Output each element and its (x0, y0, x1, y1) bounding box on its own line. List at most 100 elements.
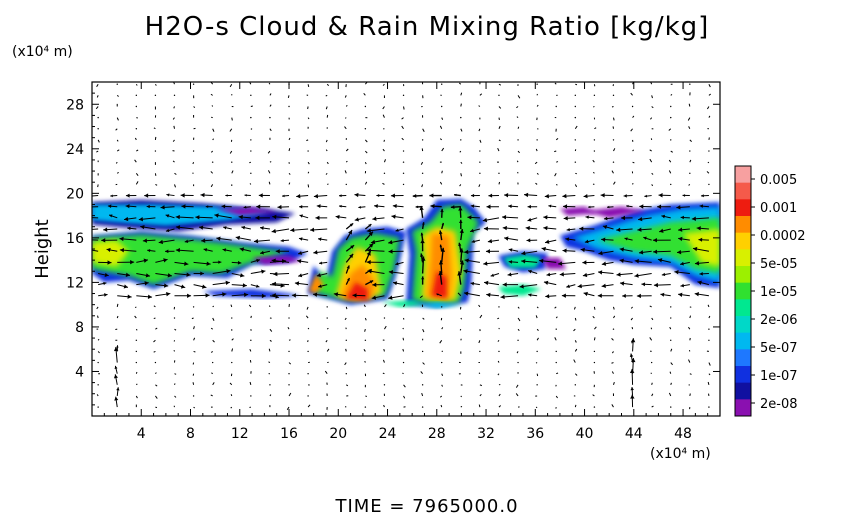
wind-arrow (267, 170, 271, 174)
wind-arrow (134, 159, 137, 163)
wind-arrow-head (629, 353, 634, 357)
wind-arrow (269, 93, 272, 96)
cloud-patch (215, 207, 277, 216)
wind-arrow (268, 348, 271, 352)
wind-arrow (307, 171, 310, 174)
wind-arrow-head (653, 249, 658, 254)
wind-arrow (249, 381, 252, 385)
wind-arrow (92, 239, 99, 241)
wind-arrow (155, 183, 158, 186)
wind-arrow (536, 328, 539, 331)
wind-dot (670, 306, 672, 308)
wind-arrow (689, 373, 692, 375)
wind-arrow (345, 148, 349, 152)
wind-arrow (419, 295, 423, 299)
wind-arrow (632, 115, 635, 118)
x-tick-label: 44 (625, 426, 643, 442)
wind-arrow (307, 84, 310, 88)
wind-arrow (135, 181, 139, 185)
wind-arrow-head (607, 205, 610, 209)
wind-arrow (630, 128, 633, 132)
wind-arrow (382, 372, 385, 375)
wind-arrow-head (198, 225, 204, 230)
wind-arrow (116, 303, 119, 308)
wind-arrow (668, 159, 672, 163)
wind-arrow-head (113, 374, 118, 379)
wind-arrow (497, 373, 500, 376)
wind-arrow-head (165, 214, 170, 218)
y-tick-label: 4 (75, 364, 84, 380)
wind-arrow (153, 305, 156, 308)
y-tick-label: 8 (75, 320, 84, 336)
wind-arrow (649, 305, 652, 308)
wind-arrow-head (238, 214, 243, 220)
wind-arrow-head (562, 193, 567, 199)
wind-arrow-head (354, 217, 359, 222)
wind-arrow (211, 105, 214, 107)
wind-arrow-head (630, 394, 635, 399)
wind-arrow (460, 92, 463, 96)
wind-dot (288, 317, 290, 319)
wind-arrow (173, 125, 175, 129)
wind-arrow-head (114, 396, 119, 401)
wind-arrow-head (545, 239, 550, 244)
wind-dot (593, 350, 596, 353)
wind-arrow (612, 117, 615, 121)
wind-arrow (326, 83, 330, 87)
wind-dot (498, 94, 500, 97)
wind-dot (116, 83, 118, 85)
wind-arrow (174, 383, 176, 386)
wind-arrow (651, 172, 654, 175)
wind-arrow-head (657, 258, 663, 263)
wind-arrow-head (464, 249, 469, 255)
wind-arrow (211, 150, 214, 153)
wind-arrow-head (255, 284, 260, 288)
wind-arrow-head (600, 193, 605, 198)
wind-arrow (230, 406, 233, 409)
wind-arrow-head (639, 204, 644, 209)
wind-arrow-head (559, 272, 564, 277)
wind-arrow-head (696, 226, 701, 231)
wind-arrow-head (527, 217, 532, 222)
wind-arrow-head (87, 227, 91, 231)
wind-arrow-head (699, 271, 703, 276)
wind-arrow (460, 103, 462, 107)
wind-arrow-head (242, 283, 247, 288)
wind-dot (97, 128, 99, 130)
wind-arrow (288, 182, 291, 185)
wind-arrow-head (143, 258, 148, 263)
wind-arrow (382, 83, 385, 86)
wind-arrow (288, 362, 292, 365)
wind-arrow-head (87, 194, 91, 198)
wind-arrow (212, 305, 215, 308)
wind-dot (593, 139, 596, 141)
wind-arrow (517, 95, 521, 99)
wind-arrow (650, 327, 653, 330)
wind-arrow-head (318, 284, 322, 288)
wind-arrow-head (347, 277, 350, 281)
wind-arrow (269, 339, 272, 342)
wind-arrow-head (107, 204, 112, 209)
wind-arrow (364, 181, 368, 185)
wind-arrow (554, 82, 557, 85)
wind-dot (421, 406, 424, 408)
wind-arrow (326, 161, 329, 165)
wind-arrow-head (255, 215, 260, 221)
wind-arrow-head (260, 250, 264, 255)
wind-arrow-head (335, 214, 340, 219)
colorbar-swatch (735, 199, 751, 217)
wind-dot (612, 139, 615, 141)
wind-arrow-head (181, 204, 186, 209)
wind-arrow (611, 170, 614, 174)
wind-dot (670, 183, 672, 186)
wind-dot (670, 317, 672, 319)
wind-arrow (288, 339, 291, 341)
wind-dot (402, 361, 405, 364)
wind-arrow (498, 125, 501, 129)
wind-arrow (498, 106, 502, 109)
wind-arrow-head (624, 237, 628, 241)
wind-arrow-head (678, 227, 683, 232)
wind-arrow-head (698, 237, 703, 242)
wind-arrow-head (577, 283, 582, 289)
wind-arrow-head (166, 291, 171, 297)
